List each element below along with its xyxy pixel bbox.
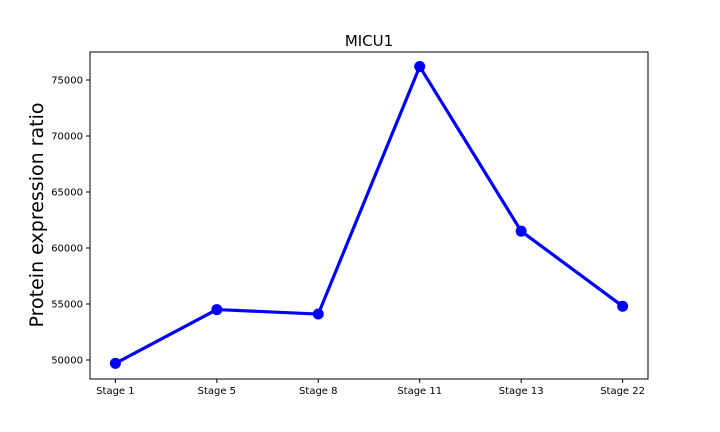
data-point [617, 300, 629, 312]
y-axis-label: Protein expression ratio [26, 103, 48, 328]
x-tick-label: Stage 11 [397, 386, 442, 397]
y-tick-label: 75000 [51, 75, 83, 86]
x-tick-label: Stage 13 [499, 386, 544, 397]
axis-ticks: 50000 55000 60000 65000 70000 75000 Stage 1 Sta… [51, 75, 645, 397]
x-tick-label: Stage 5 [198, 386, 236, 397]
chart-title: MICU1 [345, 32, 393, 50]
data-point [312, 308, 324, 320]
series-group [109, 61, 629, 369]
series-line [114, 64, 624, 365]
y-tick-label: 65000 [51, 187, 83, 198]
x-tick-label: Stage 1 [96, 386, 134, 397]
data-point [211, 304, 223, 316]
x-tick-label: Stage 8 [299, 386, 337, 397]
data-point [109, 357, 121, 369]
data-point [414, 61, 426, 73]
x-tick-label: Stage 22 [600, 386, 645, 397]
plot-frame [89, 51, 649, 380]
y-tick-label: 70000 [51, 131, 83, 142]
data-point [515, 225, 527, 237]
y-tick-label: 55000 [51, 299, 83, 310]
y-tick-label: 60000 [51, 243, 83, 254]
y-tick-label: 50000 [51, 355, 83, 366]
